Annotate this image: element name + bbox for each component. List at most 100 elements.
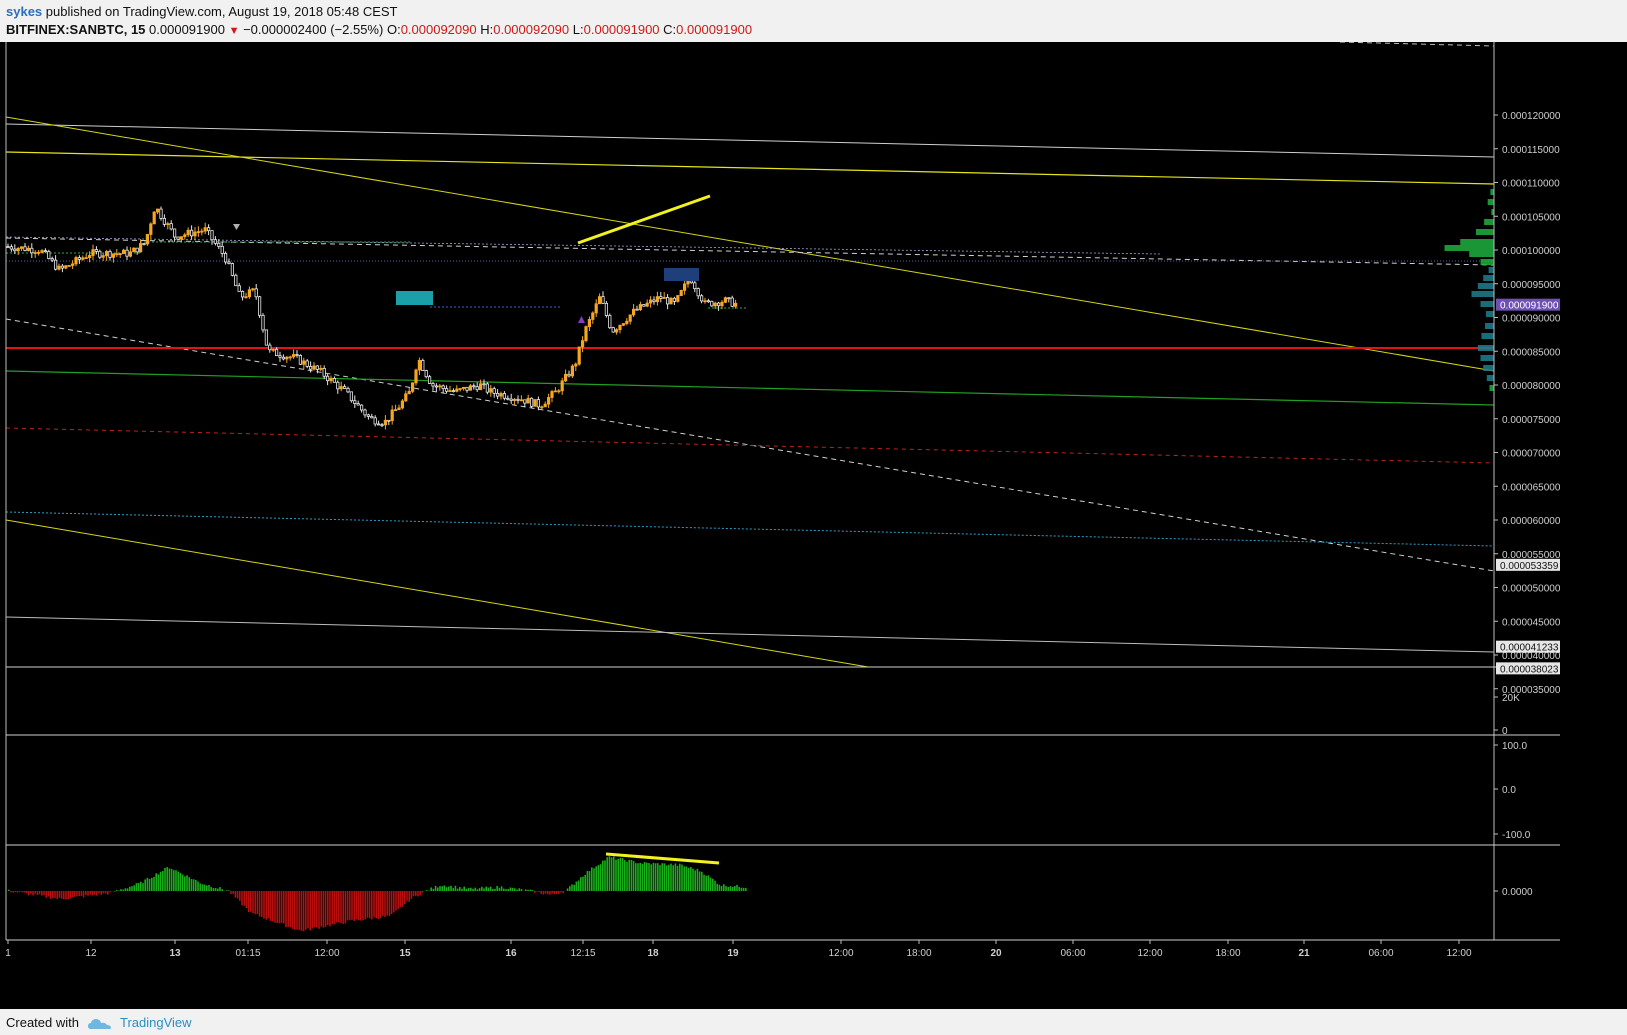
histogram-bar	[595, 866, 597, 891]
time-tick-label: 12:15	[570, 948, 595, 959]
candle-body	[155, 208, 160, 213]
publish-info: published on TradingView.com, August 19,…	[45, 4, 398, 19]
histogram-bar	[696, 868, 699, 891]
price-label-box	[1496, 640, 1560, 653]
histogram-bar	[421, 891, 424, 893]
histogram-bar	[371, 891, 373, 920]
candle-body	[390, 409, 394, 421]
candle-body	[23, 246, 27, 251]
price-tick-label: 0.000050000	[1502, 584, 1561, 595]
chart-area[interactable]: 0.000120000 0.000115000 0.000110000 0.00010…	[0, 41, 1627, 1017]
histogram-bar	[599, 864, 602, 891]
histogram-bar	[399, 891, 402, 908]
histogram-bar	[175, 870, 177, 891]
author-link[interactable]: sykes	[6, 4, 43, 19]
candle-body	[200, 230, 204, 233]
histogram-bar	[538, 891, 540, 892]
candle-body	[533, 399, 537, 407]
histogram-bar	[30, 891, 32, 894]
histogram-bar	[272, 891, 274, 922]
histogram-bar	[373, 891, 375, 918]
tradingview-link[interactable]: TradingView	[120, 1015, 192, 1030]
histogram-bar	[366, 891, 369, 918]
histogram-bar	[734, 886, 736, 891]
candle-body	[645, 302, 649, 307]
candle-body	[91, 249, 95, 256]
trendline-gray-top	[5, 123, 1495, 158]
price-label-text: 0.000091900	[1500, 301, 1559, 312]
candle-body	[475, 386, 479, 391]
histogram-bar	[417, 891, 419, 897]
osc-tick-label: -100.0	[1502, 830, 1531, 841]
histogram-bar	[401, 891, 404, 907]
candle-body	[465, 386, 469, 391]
histogram-bar	[45, 891, 47, 898]
candle-body	[727, 297, 731, 300]
candle-body	[210, 230, 214, 241]
histogram-bar	[580, 877, 582, 891]
histogram-bar	[201, 884, 204, 891]
histogram-bar	[219, 887, 221, 891]
histogram-bar	[703, 874, 705, 891]
candle-body	[353, 400, 357, 404]
low-value: 0.000091900	[583, 22, 660, 37]
candle-body	[329, 378, 333, 382]
histogram-bar	[597, 865, 600, 891]
histogram-bar	[549, 891, 551, 895]
candle-body	[271, 348, 275, 351]
histogram-bar	[58, 891, 61, 898]
histogram-bar	[637, 863, 639, 891]
chart-svg[interactable]: 0.000120000 0.000115000 0.000110000 0.00010…	[0, 41, 1627, 1017]
histogram-bar	[8, 889, 10, 891]
histogram-bar	[518, 888, 520, 891]
candle-body	[557, 390, 561, 393]
histogram-bar	[687, 867, 690, 891]
histogram-bar	[467, 888, 470, 891]
price-tick-label: 0.000080000	[1502, 381, 1561, 392]
divergence-line-price	[577, 194, 711, 245]
histogram-bar	[93, 891, 96, 895]
candle-body	[495, 392, 500, 397]
histogram-bar	[91, 891, 94, 896]
candle-body	[530, 397, 534, 407]
histogram-bar	[569, 886, 571, 891]
histogram-bar	[496, 885, 498, 891]
histogram-bar	[527, 889, 529, 891]
histogram-bar	[740, 887, 743, 891]
candle-body	[421, 360, 425, 371]
trendline-yellow-top	[5, 151, 1495, 185]
volume-profile-bar	[1491, 209, 1494, 215]
histogram-bar	[404, 891, 406, 905]
histogram-bar	[250, 891, 252, 912]
histogram-bar	[643, 862, 646, 891]
histogram-bar	[305, 891, 307, 930]
histogram-bar	[320, 891, 322, 927]
candle-body	[683, 283, 687, 291]
histogram-bar	[300, 891, 303, 931]
candle-body	[628, 314, 632, 322]
price-tick-label: 0.000060000	[1502, 516, 1561, 527]
histogram-bar	[729, 886, 732, 891]
histogram-bar	[454, 885, 457, 891]
candle-body	[142, 243, 146, 245]
histogram-bar	[285, 891, 287, 928]
histogram-bar	[646, 862, 648, 891]
histogram-bar	[505, 889, 507, 891]
histogram-bar	[124, 888, 127, 891]
histogram-bar	[742, 887, 745, 891]
candle-body	[176, 236, 180, 240]
candle-body	[553, 390, 558, 393]
histogram-bar	[727, 887, 729, 891]
histogram-bar	[283, 891, 285, 924]
histogram-bar	[41, 891, 43, 896]
volume-profile-bar	[1480, 259, 1494, 265]
histogram-bar	[98, 891, 100, 894]
candle-body	[417, 360, 422, 371]
candle-body	[635, 308, 639, 311]
histogram-bar	[102, 891, 105, 894]
candle-body	[9, 246, 13, 250]
candle-body	[632, 308, 636, 316]
histogram-bar	[461, 888, 463, 891]
symbol-label[interactable]: BITFINEX:SANBTC, 15	[6, 22, 146, 37]
histogram-bar	[443, 885, 446, 891]
